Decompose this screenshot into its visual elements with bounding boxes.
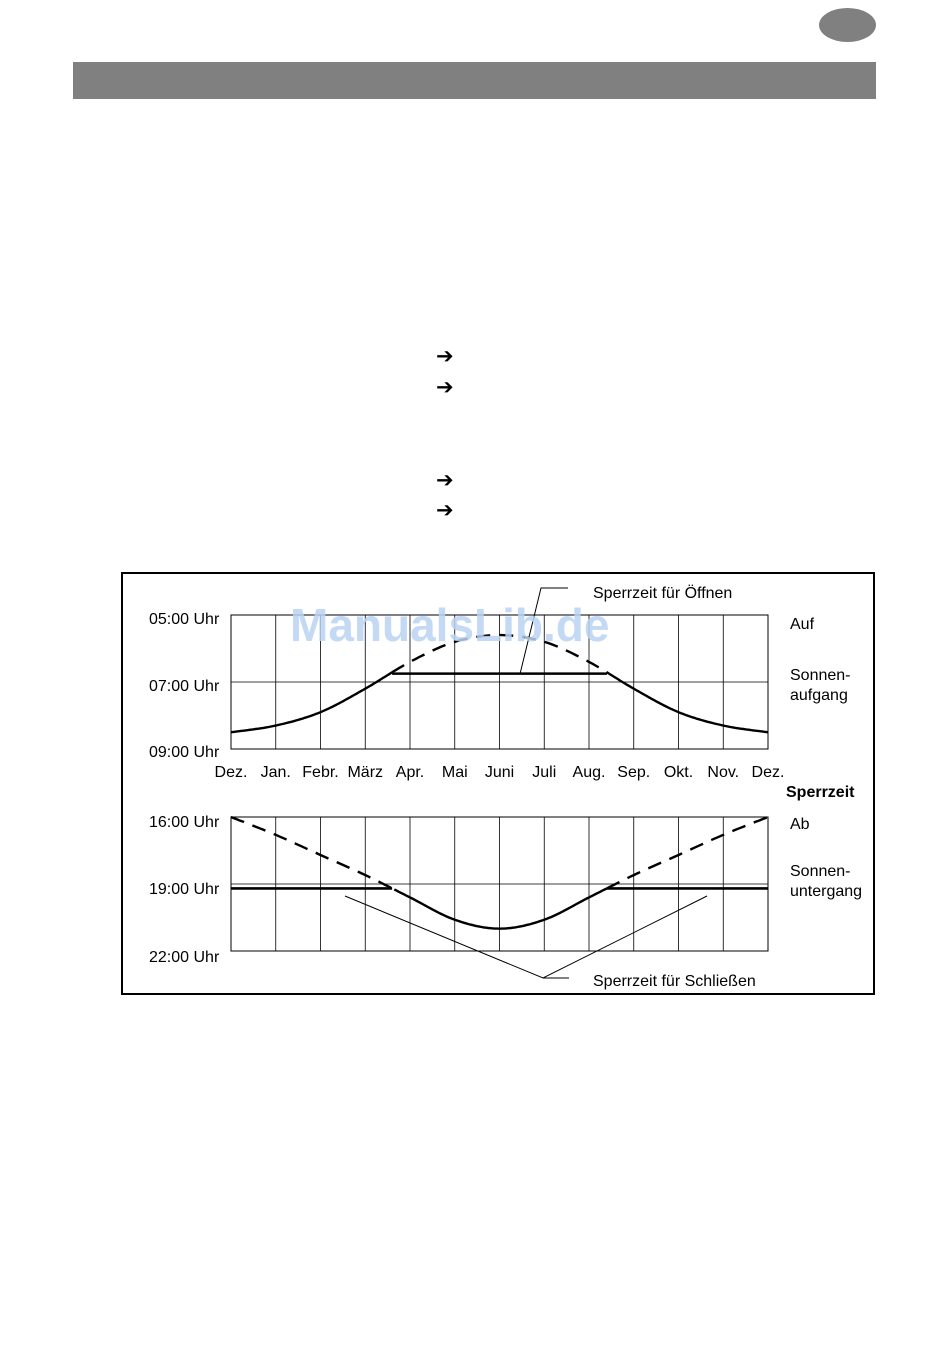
month-tick-label: Febr. [302,764,338,781]
top-y-tick-label: 05:00 Uhr [149,611,220,628]
annotation-open-lock: Sperrzeit für Öffnen [593,584,732,602]
top-y-tick-label: 09:00 Uhr [149,744,220,761]
lock-time-charts: 05:00 Uhr 07:00 Uhr 09:00 Uhr Auf Sonnen… [149,584,862,990]
month-tick-label: Juni [485,764,514,781]
month-tick-label: Okt. [664,764,693,781]
month-tick-label: Juli [532,764,556,781]
month-tick-label: Sep. [617,764,650,781]
natural-time-curve-dashed [391,633,610,675]
section-header-bar [73,62,876,99]
bottom-y-tick-label: 16:00 Uhr [149,814,220,831]
month-tick-label: Aug. [573,764,606,781]
switch-time-curve [608,672,769,734]
month-tick-label: Jan. [261,764,291,781]
month-tick-label: Dez. [215,764,248,781]
month-tick-label: März [347,764,383,781]
page-number-badge [819,8,876,42]
month-tick-label: Mai [442,764,468,781]
arrow-icon: ➔ [436,468,454,492]
annotation-leader [344,895,708,979]
arrow-icon: ➔ [436,498,454,522]
top-label-auf: Auf [790,616,815,633]
month-tick-label: Dez. [752,764,785,781]
month-tick-label: Apr. [396,764,424,781]
top-label-sunrise-2: aufgang [790,687,848,704]
top-label-sunrise-1: Sonnen- [790,667,851,684]
bottom-y-tick-label: 22:00 Uhr [149,949,220,966]
bottom-label-ab: Ab [790,816,810,833]
arrow-icon: ➔ [436,375,454,399]
annotation-close-lock: Sperrzeit für Schließen [593,973,756,990]
natural-time-curve-dashed [606,815,769,890]
bottom-label-sunset-1: Sonnen- [790,863,851,880]
switch-time-curve [230,671,393,734]
annotation-leader [519,587,568,675]
top-y-tick-label: 07:00 Uhr [149,678,220,695]
natural-time-curve-dashed [230,815,395,891]
switch-time-curve [393,887,608,930]
arrow-icon: ➔ [436,344,454,368]
lock-time-figure: 05:00 Uhr 07:00 Uhr 09:00 Uhr Auf Sonnen… [121,572,875,995]
bottom-label-sunset-2: untergang [790,883,862,900]
month-tick-label: Nov. [707,764,739,781]
section-label-sperrzeit: Sperrzeit [786,784,855,801]
bottom-y-tick-label: 19:00 Uhr [149,881,220,898]
